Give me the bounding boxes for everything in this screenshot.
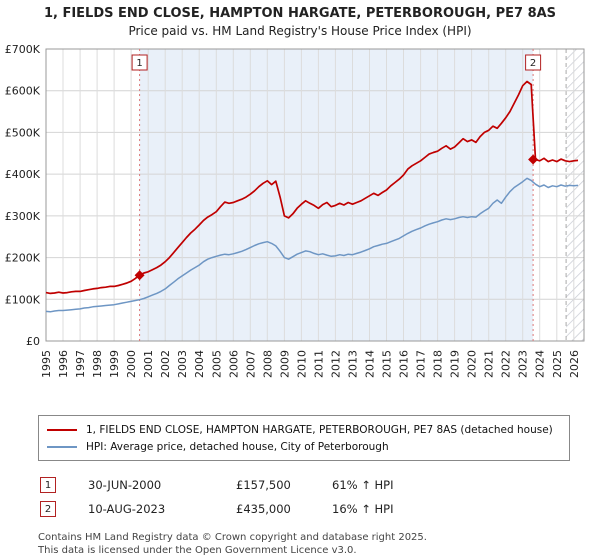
sale-2-date: 10-AUG-2023 xyxy=(88,502,166,517)
x-tick-label: 2026 xyxy=(568,350,581,378)
price-chart-svg: £0 £100K £200K £300K £400K £500K £600K £700K 199… xyxy=(5,43,585,378)
footer-line-2: This data is licensed under the Open Gov… xyxy=(38,545,357,557)
svg-text:1: 1 xyxy=(136,58,142,69)
between-sales-shading xyxy=(139,49,534,342)
x-tick-label: 2011 xyxy=(312,350,325,378)
footer-line-1: Contains HM Land Registry data © Crown c… xyxy=(38,532,427,544)
sales-table: 1 30-JUN-2000 £157,500 61% ↑ HPI 2 10-AU… xyxy=(40,473,600,521)
x-tick-label: 2023 xyxy=(517,350,530,378)
x-tick-label: 2021 xyxy=(483,350,496,378)
hpi-line-swatch xyxy=(47,445,77,448)
x-tick-label: 2001 xyxy=(142,350,155,378)
x-tick-label: 1996 xyxy=(57,350,70,378)
sale-point xyxy=(528,154,539,165)
legend-item-property: 1, FIELDS END CLOSE, HAMPTON HARGATE, PE… xyxy=(47,421,561,438)
y-tick-label: £0 xyxy=(26,335,40,348)
x-tick-label: 2014 xyxy=(364,350,377,378)
x-tick-label: 2012 xyxy=(329,350,342,378)
x-tick-label: 2006 xyxy=(227,350,240,378)
x-tick-label: 2015 xyxy=(381,350,394,378)
attribution-footer: Contains HM Land Registry data © Crown c… xyxy=(38,531,600,557)
x-tick-label: 2002 xyxy=(159,350,172,378)
y-tick-label: £300K xyxy=(5,210,41,223)
x-tick-label: 2018 xyxy=(432,350,445,378)
y-tick-label: £600K xyxy=(5,85,41,98)
y-tick-label: £100K xyxy=(5,294,41,307)
x-tick-label: 2009 xyxy=(278,350,291,378)
legend-label-hpi: HPI: Average price, detached house, City… xyxy=(86,440,389,453)
x-tick-label: 2020 xyxy=(466,350,479,378)
sale-point xyxy=(134,270,145,281)
x-tick-label: 2000 xyxy=(125,350,138,378)
x-tick-label: 2008 xyxy=(261,350,274,378)
x-tick-label: 1995 xyxy=(40,350,53,378)
x-tick-label: 2010 xyxy=(295,350,308,378)
y-tick-label: £500K xyxy=(5,127,41,140)
future-hatch-region xyxy=(566,49,584,342)
legend-label-property: 1, FIELDS END CLOSE, HAMPTON HARGATE, PE… xyxy=(86,423,553,436)
x-tick-label: 2016 xyxy=(398,350,411,378)
x-tick-label: 2017 xyxy=(415,350,428,378)
property-line-swatch xyxy=(47,428,77,431)
y-tick-label: £400K xyxy=(5,168,41,181)
legend-item-hpi: HPI: Average price, detached house, City… xyxy=(47,438,561,455)
y-tick-label: £200K xyxy=(5,252,41,265)
x-tick-label: 2025 xyxy=(551,350,564,378)
series-property xyxy=(45,80,579,295)
x-tick-label: 2007 xyxy=(244,350,257,378)
sale-1-number-badge: 1 xyxy=(40,477,56,494)
sale-2-hpi-delta: 16% ↑ HPI xyxy=(332,502,394,517)
sale-2-price: £435,000 xyxy=(236,502,291,517)
sale-row-2: 2 10-AUG-2023 £435,000 16% ↑ HPI xyxy=(40,497,600,521)
svg-text:2: 2 xyxy=(530,58,536,69)
price-chart: £0 £100K £200K £300K £400K £500K £600K £700K 199… xyxy=(0,41,600,413)
sale-1-price: £157,500 xyxy=(236,478,291,493)
sale-2-number-badge: 2 xyxy=(40,501,56,518)
chart-header: 1, FIELDS END CLOSE, HAMPTON HARGATE, PE… xyxy=(0,0,600,39)
page-subtitle: Price paid vs. HM Land Registry's House … xyxy=(128,24,472,39)
x-tick-label: 2013 xyxy=(347,350,360,378)
sale-number-box xyxy=(131,54,148,71)
x-tick-label: 2022 xyxy=(500,350,513,378)
x-tick-label: 1999 xyxy=(108,350,121,378)
legend: 1, FIELDS END CLOSE, HAMPTON HARGATE, PE… xyxy=(38,415,570,462)
x-tick-label: 2004 xyxy=(193,350,206,378)
x-tick-label: 1998 xyxy=(91,350,104,378)
sale-row-1: 1 30-JUN-2000 £157,500 61% ↑ HPI xyxy=(40,473,600,497)
x-tick-label: 1997 xyxy=(74,350,87,378)
y-tick-label: £700K xyxy=(5,43,41,56)
x-tick-label: 2005 xyxy=(210,350,223,378)
x-tick-label: 2019 xyxy=(449,350,462,378)
page-title: 1, FIELDS END CLOSE, HAMPTON HARGATE, PE… xyxy=(43,6,557,21)
sale-number-box xyxy=(525,54,542,71)
series-hpi xyxy=(45,177,579,313)
sale-1-date: 30-JUN-2000 xyxy=(88,478,162,493)
sale-1-hpi-delta: 61% ↑ HPI xyxy=(332,478,394,493)
x-tick-label: 2003 xyxy=(176,350,189,378)
x-tick-label: 2024 xyxy=(534,350,547,378)
